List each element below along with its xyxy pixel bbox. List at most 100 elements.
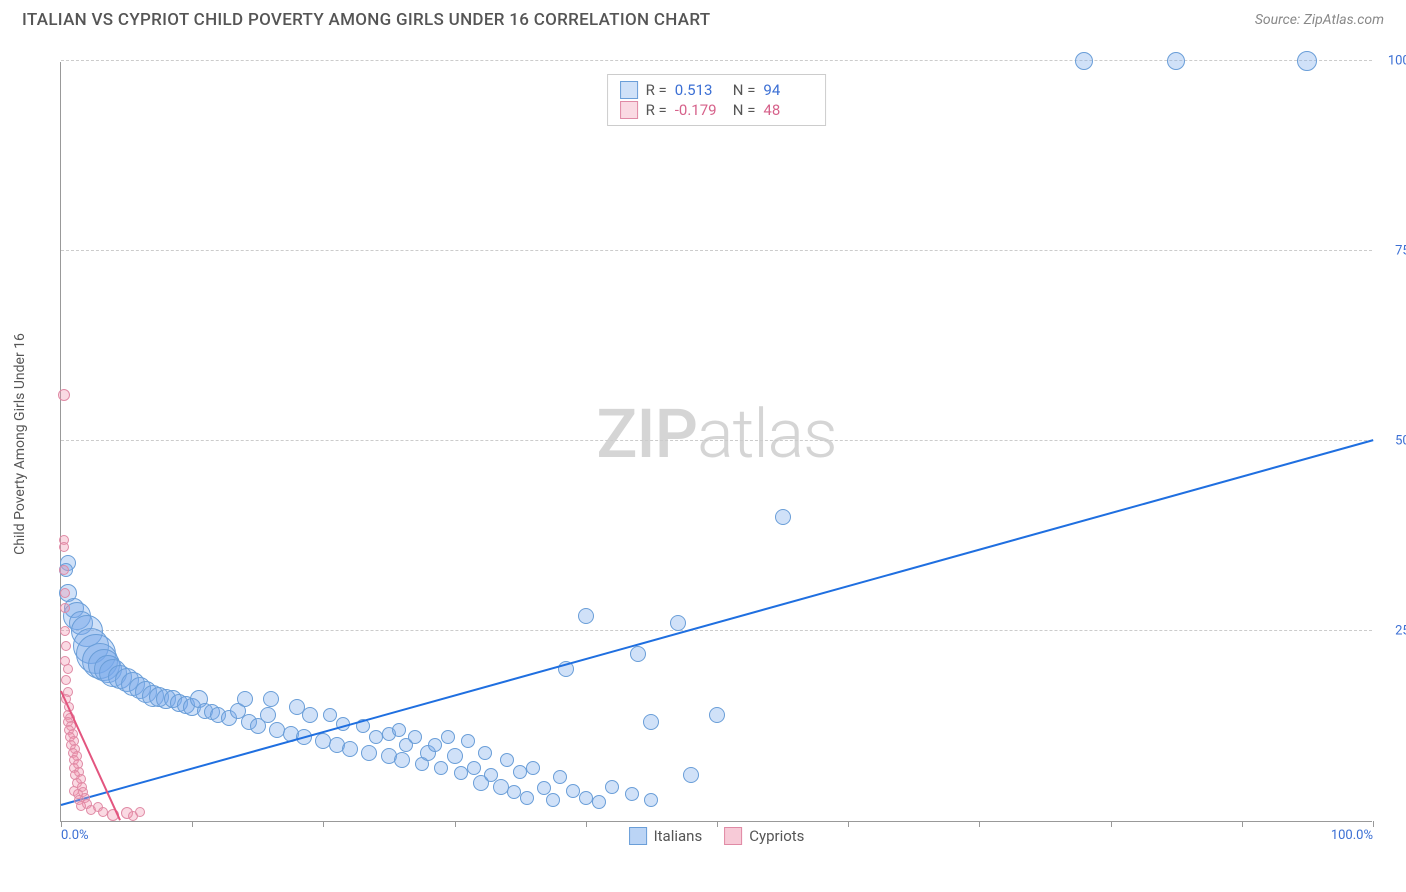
legend-swatch (620, 81, 638, 99)
data-point (500, 753, 514, 767)
plot-region: ZIPatlas R =0.513N =94R =-0.179N =48 Ita… (60, 62, 1372, 822)
data-point (60, 588, 70, 598)
data-point (683, 767, 699, 783)
data-point (434, 761, 448, 775)
data-point (520, 791, 534, 805)
legend-label: Italians (654, 827, 703, 845)
data-point (63, 664, 73, 674)
x-tick (586, 821, 587, 827)
data-point (670, 615, 686, 631)
x-tick (979, 821, 980, 827)
data-point (61, 641, 71, 651)
n-value: 48 (763, 101, 813, 119)
legend-swatch (724, 827, 742, 845)
x-tick (61, 821, 62, 827)
data-point (60, 603, 70, 613)
data-point (461, 734, 475, 748)
data-point (630, 646, 646, 662)
x-tick (848, 821, 849, 827)
data-point (59, 542, 69, 552)
x-tick (1242, 821, 1243, 827)
y-tick-label: 25.0% (1395, 624, 1406, 639)
data-point (1167, 52, 1185, 70)
x-tick (1373, 821, 1374, 827)
data-point (361, 745, 377, 761)
legend-item: Italians (629, 827, 703, 845)
legend-row: R = -0.179 N = 48 (620, 100, 814, 120)
data-point (342, 741, 358, 757)
watermark-bold: ZIP (596, 394, 697, 474)
x-tick (455, 821, 456, 827)
data-point (394, 752, 410, 768)
data-point (369, 730, 383, 744)
n-label: N = (733, 101, 756, 119)
data-point (135, 807, 145, 817)
x-tick-label: 100.0% (1331, 828, 1373, 843)
r-value: -0.179 (675, 101, 725, 119)
data-point (302, 707, 318, 723)
chart-title: ITALIAN VS CYPRIOT CHILD POVERTY AMONG G… (22, 10, 710, 30)
data-point (428, 738, 442, 752)
data-point (237, 691, 253, 707)
data-point (323, 708, 337, 722)
data-point (526, 761, 540, 775)
data-point (478, 746, 492, 760)
gridline (61, 250, 1372, 251)
data-point (58, 389, 70, 401)
chart-source: Source: ZipAtlas.com (1255, 12, 1384, 28)
data-point (467, 761, 481, 775)
data-point (408, 730, 422, 744)
y-axis-title: Child Poverty Among Girls Under 16 (12, 333, 28, 555)
data-point (592, 795, 606, 809)
correlation-legend: R = 0.513 N = 94R = -0.179 N = 48 (607, 74, 827, 126)
data-point (546, 793, 560, 807)
data-point (59, 565, 69, 575)
data-point (441, 730, 455, 744)
data-point (1297, 51, 1317, 71)
x-tick (323, 821, 324, 827)
chart-header: ITALIAN VS CYPRIOT CHILD POVERTY AMONG G… (0, 0, 1406, 38)
chart-area: Child Poverty Among Girls Under 16 ZIPat… (48, 48, 1386, 840)
gridline (61, 440, 1372, 441)
data-point (709, 707, 725, 723)
x-tick-label: 0.0% (61, 828, 89, 843)
data-point (643, 714, 659, 730)
data-point (605, 780, 619, 794)
series-legend: Italians Cypriots (629, 827, 805, 845)
legend-row: R =0.513N =94 (620, 80, 814, 100)
data-point (76, 801, 86, 811)
r-label: R = (646, 101, 667, 119)
y-tick-label: 50.0% (1395, 434, 1406, 449)
legend-swatch (629, 827, 647, 845)
n-label: N = (733, 81, 756, 99)
x-tick (1111, 821, 1112, 827)
r-value: 0.513 (675, 81, 725, 99)
y-tick-label: 75.0% (1395, 244, 1406, 259)
data-point (98, 807, 108, 817)
data-point (507, 785, 521, 799)
data-point (454, 766, 468, 780)
x-tick (717, 821, 718, 827)
y-tick-label: 100.0% (1388, 54, 1406, 69)
data-point (1075, 52, 1093, 70)
data-point (260, 707, 276, 723)
legend-item: Cypriots (724, 827, 804, 845)
watermark-light: atlas (697, 394, 837, 474)
data-point (566, 784, 580, 798)
legend-label: Cypriots (749, 827, 804, 845)
data-point (775, 509, 791, 525)
data-point (625, 787, 639, 801)
watermark: ZIPatlas (596, 394, 836, 474)
data-point (263, 691, 279, 707)
gridline (61, 630, 1372, 631)
data-point (579, 791, 593, 805)
data-point (447, 748, 463, 764)
legend-swatch (620, 101, 638, 119)
data-point (392, 723, 406, 737)
n-value: 94 (763, 81, 813, 99)
data-point (578, 608, 594, 624)
data-point (60, 626, 70, 636)
data-point (61, 675, 71, 685)
data-point (513, 765, 527, 779)
x-tick (192, 821, 193, 827)
